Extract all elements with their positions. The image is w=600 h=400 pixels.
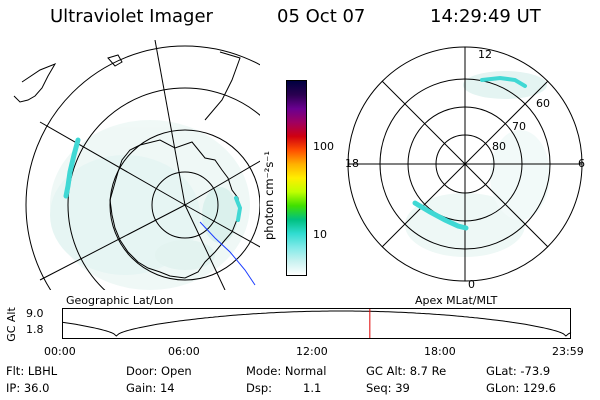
colorbar-tick-100: 100 <box>313 140 334 153</box>
timeline-frame <box>62 308 571 339</box>
lat-label-60: 60 <box>536 97 550 110</box>
south-america-coastline <box>13 62 57 103</box>
timeline-axis-label: GC Alt <box>4 307 18 342</box>
magnetic-polar-plot <box>347 46 583 282</box>
status-door: Door: Open <box>126 364 192 378</box>
colorbar-unit-label: photon cm⁻²s⁻¹ <box>262 151 276 240</box>
altitude-timeline <box>62 308 572 339</box>
altitude-curve <box>62 310 572 337</box>
timeline-xtick-1200: 12:00 <box>296 345 328 358</box>
status-glat: GLat: -73.9 <box>486 364 551 378</box>
mlt-label-0: 0 <box>468 278 475 291</box>
map-speckle <box>50 120 250 290</box>
timeline-xtick-2359: 23:59 <box>552 345 584 358</box>
status-dsp-value: 1.1 <box>303 381 322 395</box>
timeline-ytick-high: 9.0 <box>26 307 44 320</box>
status-dsp-label: Dsp: <box>246 381 273 395</box>
aurora-arc-left <box>63 137 243 222</box>
status-gain: Gain: 14 <box>126 381 175 395</box>
status-mode: Mode: Normal <box>246 364 327 378</box>
antarctica-coastline <box>109 139 241 279</box>
timeline-xtick-0000: 00:00 <box>44 345 76 358</box>
status-glon: GLon: 129.6 <box>486 381 556 395</box>
observation-date: 05 Oct 07 <box>277 6 366 27</box>
status-gc-alt: GC Alt: 8.7 Re <box>366 364 447 378</box>
latitude-circles <box>25 45 260 290</box>
mlt-label-6: 6 <box>578 157 585 170</box>
colorbar <box>286 80 307 276</box>
trace-blue <box>199 221 256 286</box>
timeline-ytick-low: 1.8 <box>26 323 44 336</box>
magnetic-caption: Apex MLat/MLT <box>415 294 498 307</box>
longitude-lines <box>39 40 260 290</box>
lat-label-80: 80 <box>492 140 506 153</box>
aurora-arcs-right <box>412 75 527 231</box>
colorbar-tick-10: 10 <box>313 228 327 241</box>
status-seq: Seq: 39 <box>366 381 410 395</box>
geographic-map <box>13 40 260 290</box>
mlt-label-18: 18 <box>345 157 359 170</box>
status-ip: IP: 36.0 <box>6 381 50 395</box>
geographic-caption: Geographic Lat/Lon <box>66 294 174 307</box>
mlt-label-12: 12 <box>478 48 492 61</box>
status-filter: Flt: LBHL <box>6 364 58 378</box>
timeline-xtick-0600: 06:00 <box>168 345 200 358</box>
lat-label-70: 70 <box>512 120 526 133</box>
instrument-title: Ultraviolet Imager <box>50 6 213 27</box>
observation-time: 14:29:49 UT <box>430 6 541 27</box>
polar-spokes <box>348 47 582 281</box>
timeline-xtick-1800: 18:00 <box>424 345 456 358</box>
